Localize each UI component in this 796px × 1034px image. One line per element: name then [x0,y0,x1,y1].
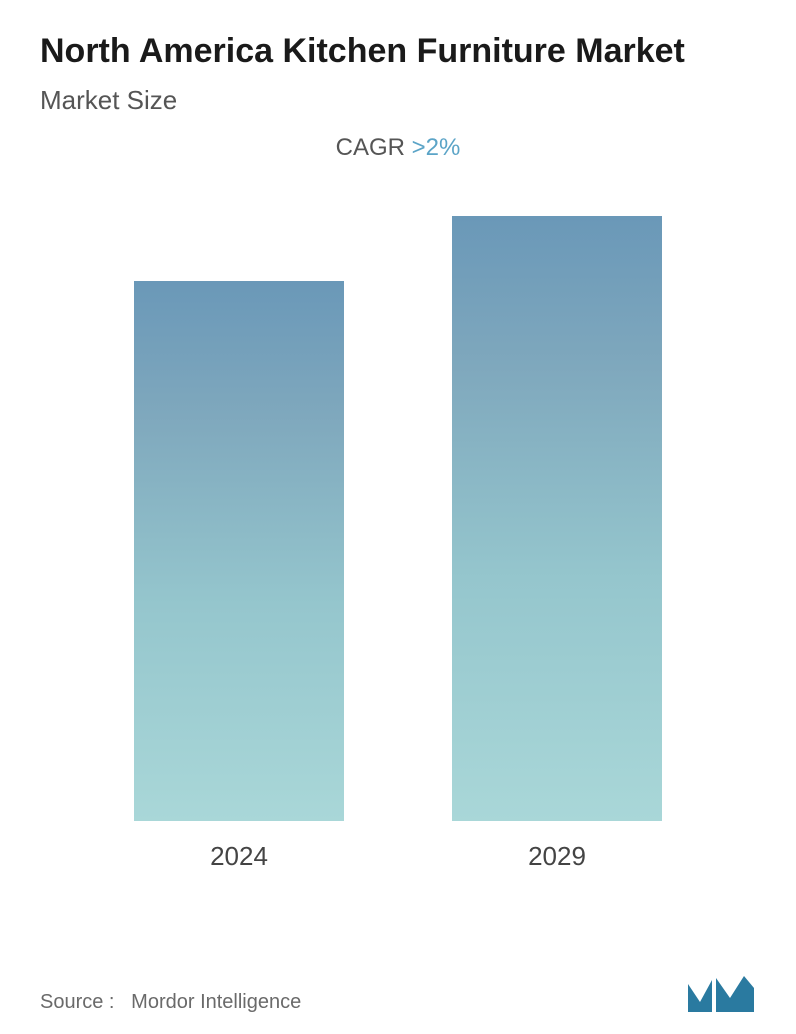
mordor-logo-icon [686,974,756,1014]
cagr-row: CAGR >2% [40,134,756,162]
chart-title: North America Kitchen Furniture Market [40,30,756,73]
cagr-label: CAGR [336,134,405,161]
bar-chart: 2024 2029 [40,192,756,872]
bar-group: 2024 [80,281,398,872]
bar-2029 [452,216,662,821]
bar-2024 [134,281,344,821]
footer: Source : Mordor Intelligence [40,974,756,1014]
source-text: Source : Mordor Intelligence [40,991,301,1014]
bar-label: 2024 [210,841,268,872]
source-prefix: Source : [40,991,114,1013]
cagr-value: >2% [412,134,461,161]
chart-subtitle: Market Size [40,85,756,116]
bar-group: 2029 [398,216,716,872]
source-name: Mordor Intelligence [131,991,301,1013]
bar-label: 2029 [528,841,586,872]
